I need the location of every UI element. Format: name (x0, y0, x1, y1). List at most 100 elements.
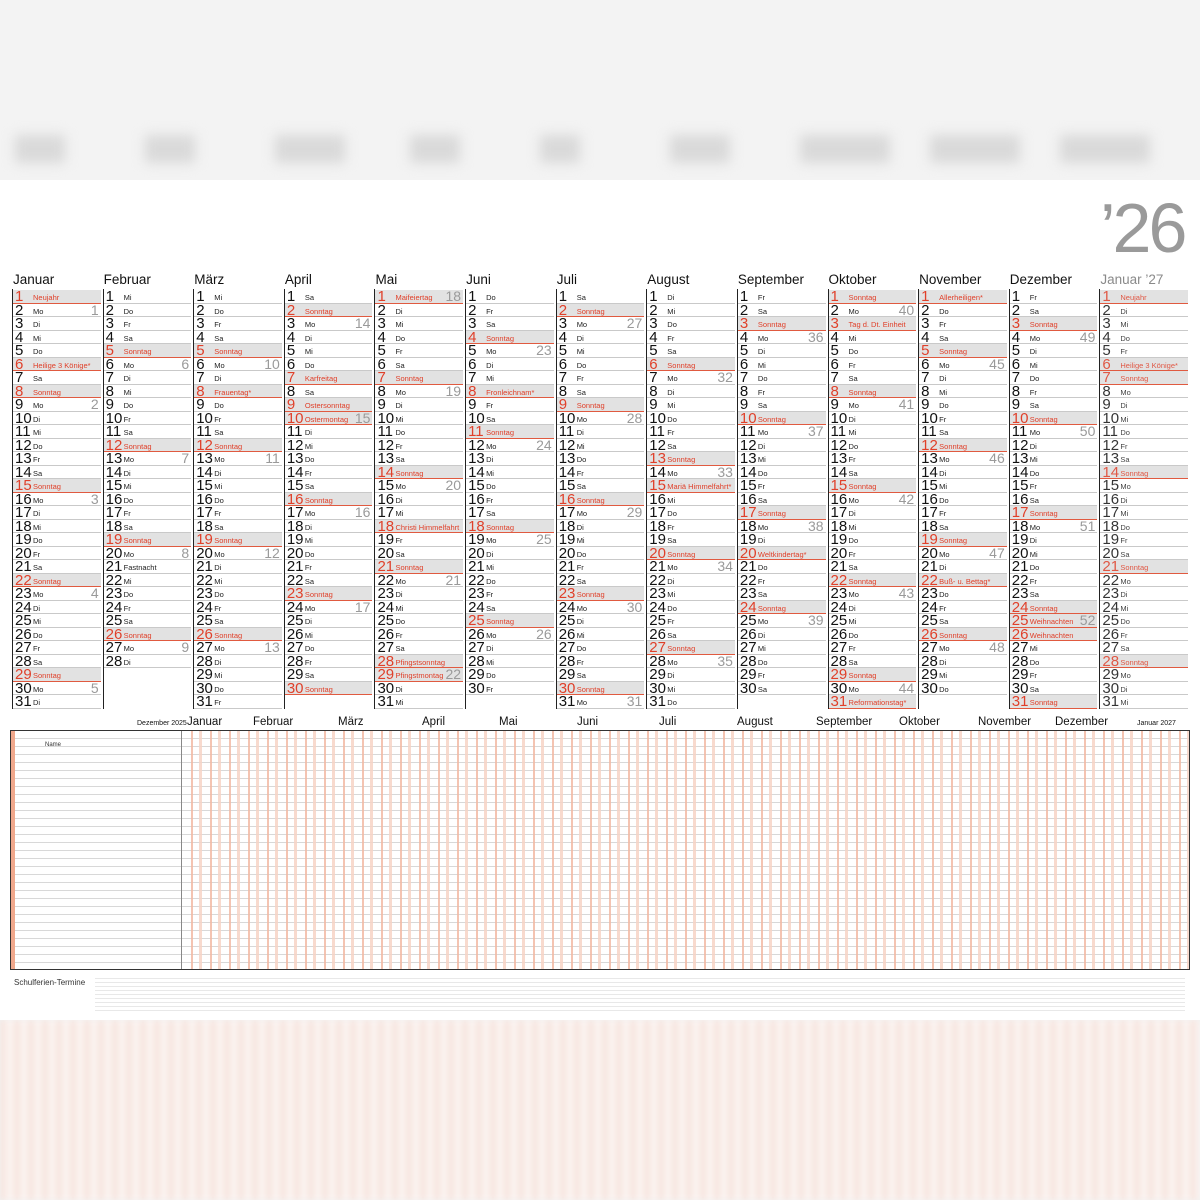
day-number: 27 (558, 639, 576, 656)
week-number: 44 (898, 679, 915, 696)
day-row: 23 Do (919, 585, 1007, 602)
day-number: 4 (739, 328, 749, 346)
day-number: 4 (196, 328, 205, 346)
day-number: 3 (921, 315, 930, 332)
day-label: Di (939, 374, 947, 383)
day-label: Sa (304, 293, 315, 302)
day-label: Mi (939, 671, 948, 680)
day-label: Mo (214, 455, 225, 464)
day-label: Fr (1120, 441, 1128, 451)
day-number: 15 (921, 477, 938, 494)
day-number: 26 (921, 625, 938, 643)
day-row: 16 Di (375, 491, 464, 508)
day-label: Mi (757, 644, 766, 653)
planner-name-panel (11, 731, 182, 969)
planner-edge (11, 731, 15, 969)
day-row: 20 Sa (375, 545, 464, 562)
day-row: 6 Heilige 3 Könige* (13, 356, 101, 373)
day-label: Sonntag (123, 536, 152, 545)
day-number: 25 (377, 612, 395, 629)
day-label: Mo (667, 563, 678, 572)
day-number: 16 (105, 490, 123, 508)
day-row: 23 Do (194, 585, 282, 602)
day-row: 13 Mi (1009, 450, 1098, 467)
day-row: 25 Sonntag (466, 612, 554, 629)
day-label: Do (939, 590, 949, 599)
day-number: 22 (1011, 571, 1029, 589)
day-label: Di (304, 333, 312, 343)
day-label: Mo (848, 401, 859, 410)
day-label: Sa (667, 536, 677, 545)
day-label: Sonntag (214, 441, 243, 451)
day-number: 10 (1102, 409, 1120, 427)
day-row: 16 Mi (647, 491, 735, 508)
day-row: 15 Mi (919, 477, 1007, 494)
day-number: 18 (739, 517, 757, 535)
day-row: 11 Mo 50 (1009, 423, 1098, 440)
day-row: 13 Fr (13, 450, 101, 467)
day-number: 29 (196, 666, 213, 683)
day-number: 8 (196, 382, 205, 400)
day-row: 7 Do (737, 369, 826, 386)
day-number: 1 (286, 288, 296, 305)
day-number: 3 (649, 315, 658, 332)
planner-name-header: Name (45, 742, 62, 748)
week-number: 18 (445, 288, 462, 304)
day-number: 14 (286, 463, 304, 481)
day-row: 21 Mi (466, 558, 554, 575)
day-row: 19 Mi (556, 531, 645, 548)
week-number: 49 (1079, 328, 1096, 345)
day-number: 12 (286, 436, 304, 454)
day-label: Do (667, 698, 677, 707)
day-number: 21 (649, 558, 666, 575)
day-row: 27 Sa (375, 639, 464, 656)
day-label: Di (667, 387, 675, 397)
day-label: Fr (667, 522, 675, 532)
day-number: 4 (830, 328, 839, 346)
day-number: 24 (739, 598, 757, 616)
day-label: Sa (486, 414, 496, 424)
day-number: 5 (558, 342, 568, 359)
month-header: Mai (375, 272, 398, 287)
day-row: 2 Mo 1 (13, 302, 101, 319)
day-row: 30 Mo 5 (13, 680, 101, 697)
day-row: 14 Fr (284, 463, 373, 481)
day-number: 29 (830, 666, 848, 683)
day-number: 22 (921, 571, 938, 589)
day-number: 22 (468, 571, 485, 589)
day-number: 1 (196, 288, 205, 305)
day-label: Mo (757, 522, 769, 532)
day-number: 13 (558, 450, 576, 467)
day-row: 5 Mo 23 (466, 342, 554, 359)
planner-month-label: Januar 2027 (1137, 720, 1176, 727)
day-label: Di (939, 468, 947, 478)
day-row: 19 Sonntag (919, 531, 1007, 548)
day-row: 9 Mo 41 (828, 396, 917, 413)
day-number: 1 (105, 288, 114, 305)
day-row: 10 Sonntag (737, 410, 826, 427)
day-number: 8 (558, 382, 568, 400)
day-label: Do (33, 630, 43, 640)
day-row: 4 Mo 49 (1009, 328, 1098, 346)
day-label: Do (939, 401, 949, 410)
day-row: 28 Mo 35 (647, 653, 735, 670)
day-row: 21 Di (194, 558, 282, 575)
day-row: 10 Di (13, 409, 101, 427)
month-header: Januar ’27 (1100, 272, 1164, 287)
day-number: 2 (286, 301, 296, 319)
day-number: 7 (830, 369, 839, 386)
day-label: Fr (576, 374, 584, 383)
day-number: 10 (15, 409, 32, 427)
day-number: 3 (468, 315, 477, 332)
day-label: Mo (848, 684, 859, 694)
day-row: 15 Sonntag (13, 477, 101, 494)
day-row: 12 Sonntag (194, 437, 282, 454)
day-row: 13 Sonntag (647, 450, 735, 467)
day-row: 7 Di (919, 369, 1007, 386)
day-label: Fr (939, 509, 947, 518)
day-label: Sonntag (1029, 698, 1058, 707)
day-number: 9 (921, 396, 930, 413)
day-number: 28 (739, 652, 757, 670)
day-label: Mi (939, 482, 948, 491)
day-row: 14 Sa (13, 464, 101, 481)
